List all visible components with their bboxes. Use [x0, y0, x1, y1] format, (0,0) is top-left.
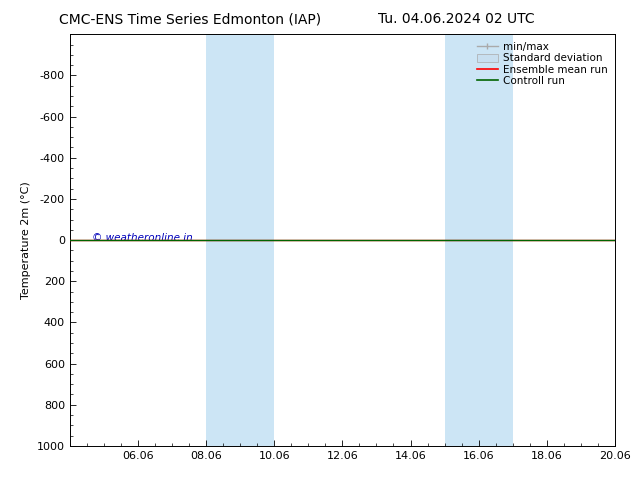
- Bar: [206, 34, 275, 446]
- Legend: min/max, Standard deviation, Ensemble mean run, Controll run: min/max, Standard deviation, Ensemble me…: [475, 40, 610, 88]
- Bar: [444, 34, 513, 446]
- Text: © weatheronline.in: © weatheronline.in: [91, 233, 192, 243]
- Y-axis label: Temperature 2m (°C): Temperature 2m (°C): [22, 181, 31, 299]
- Text: CMC-ENS Time Series Edmonton (IAP): CMC-ENS Time Series Edmonton (IAP): [59, 12, 321, 26]
- Text: Tu. 04.06.2024 02 UTC: Tu. 04.06.2024 02 UTC: [378, 12, 535, 26]
